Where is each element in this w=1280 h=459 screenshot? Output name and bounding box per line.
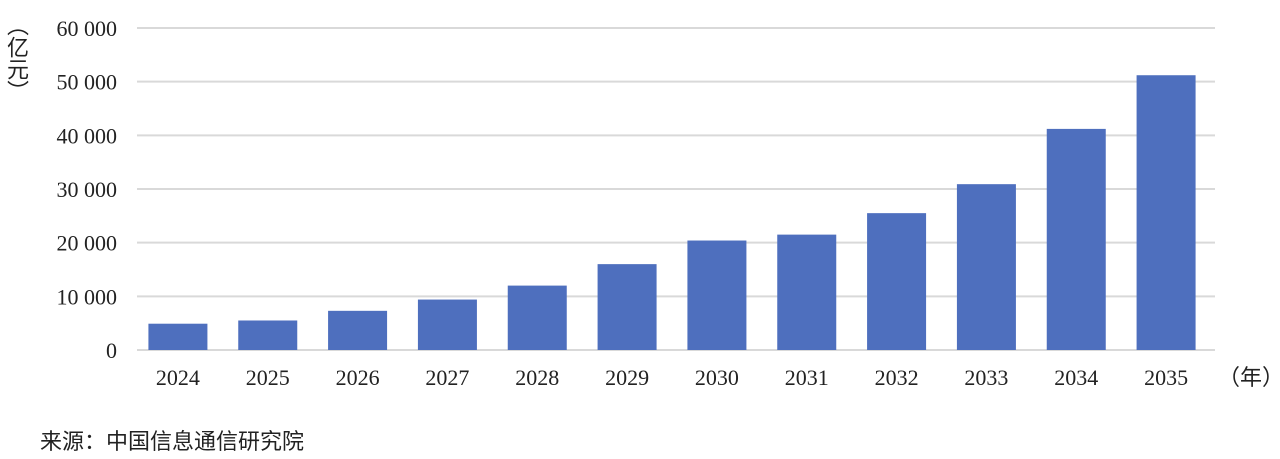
- y-tick-label: 60 000: [57, 16, 118, 41]
- source-note: 来源：中国信息通信研究院: [40, 429, 305, 454]
- x-tick-label: 2029: [605, 365, 649, 390]
- bar-2031: [777, 234, 837, 350]
- bar-2030: [687, 240, 747, 350]
- bar-2027: [417, 299, 477, 350]
- y-tick-label: 0: [106, 338, 117, 363]
- y-tick-label: 30 000: [57, 177, 118, 202]
- x-tick-label: 2027: [425, 365, 469, 390]
- bar-2035: [1136, 75, 1196, 350]
- x-tick-label: 2028: [515, 365, 559, 390]
- bar-2025: [238, 320, 298, 350]
- x-tick-label: 2035: [1144, 365, 1188, 390]
- bar-2029: [597, 264, 657, 350]
- bar-2032: [867, 213, 927, 350]
- x-axis-label: （年）: [1218, 365, 1280, 390]
- x-tick-label: 2032: [875, 365, 919, 390]
- y-tick-label: 20 000: [57, 231, 118, 256]
- y-tick-label: 50 000: [57, 70, 118, 95]
- x-tick-label: 2026: [336, 365, 380, 390]
- y-axis-label: （亿元）: [4, 14, 29, 102]
- y-tick-label: 10 000: [57, 284, 118, 309]
- bar-2024: [148, 323, 208, 350]
- bar-2033: [956, 184, 1016, 350]
- bar-2026: [328, 310, 388, 350]
- bar-2028: [507, 285, 567, 350]
- x-tick-label: 2031: [785, 365, 829, 390]
- x-tick-label: 2033: [964, 365, 1008, 390]
- y-tick-label: 40 000: [57, 123, 118, 148]
- x-tick-label: 2030: [695, 365, 739, 390]
- bar-2034: [1046, 128, 1106, 350]
- x-tick-label: 2024: [156, 365, 200, 390]
- x-tick-label: 2034: [1054, 365, 1098, 390]
- x-tick-label: 2025: [246, 365, 290, 390]
